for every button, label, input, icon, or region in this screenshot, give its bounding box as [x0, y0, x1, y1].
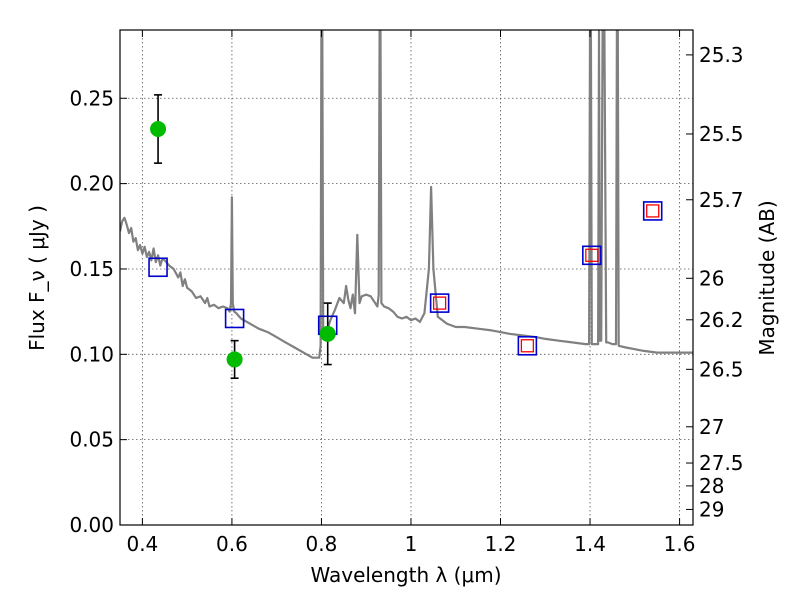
magnitude-tick-label: 25.3: [699, 43, 744, 67]
magnitude-tick-label: 29: [699, 497, 724, 521]
x-tick-label: 1: [405, 532, 418, 556]
y-tick-label: 0.20: [69, 172, 114, 196]
magnitude-tick-label: 28: [699, 474, 724, 498]
y-axis-left-label: Flux F_ν ( μJy ): [25, 205, 49, 351]
x-tick-label: 0.6: [216, 532, 248, 556]
x-tick-label: 1.4: [574, 532, 606, 556]
x-tick-label: 1.2: [485, 532, 517, 556]
x-axis-label: Wavelength λ (μm): [310, 563, 501, 587]
y-tick-label: 0.25: [69, 86, 114, 110]
magnitude-tick-label: 27: [699, 415, 724, 439]
x-tick-label: 1.6: [664, 532, 696, 556]
observed-flux-point: [319, 325, 336, 342]
synthetic-flux-box: [517, 335, 538, 356]
plot-frame: [119, 29, 694, 526]
model-flux-box: [520, 339, 535, 353]
synthetic-flux-box: [582, 245, 602, 266]
magnitude-tick-label: 26.2: [699, 308, 744, 332]
magnitude-tick-label: 25.5: [699, 122, 744, 146]
y-axis-right-label: Magnitude (AB): [755, 200, 779, 355]
synthetic-flux-box: [148, 257, 168, 278]
magnitude-tick-label: 25.7: [699, 188, 744, 212]
model-sed-line: [120, 30, 693, 359]
model-flux-box: [585, 248, 599, 262]
y-tick-label: 0.10: [69, 342, 114, 366]
observed-flux-point: [150, 121, 167, 137]
magnitude-tick-label: 26: [699, 266, 724, 290]
model-flux-box: [432, 296, 447, 310]
y-tick-label: 0.15: [69, 257, 114, 281]
axis-ticks: 0.4 0.6 0.8 1 1.2 1.4 1.6 0.00 0.05 0.10 0.15 0.20 0…: [69, 30, 744, 556]
synthetic-flux-box: [429, 293, 450, 313]
magnitude-tick-label: 26.5: [699, 357, 744, 381]
x-tick-label: 0.4: [126, 532, 158, 556]
y-tick-label: 0.00: [69, 513, 114, 537]
magnitude-tick-label: 27.5: [699, 451, 744, 475]
model-flux-box: [646, 204, 660, 218]
y-tick-label: 0.05: [69, 428, 114, 452]
x-tick-label: 0.8: [306, 532, 338, 556]
synthetic-flux-box: [224, 308, 245, 329]
observed-flux-point: [226, 351, 243, 368]
synthetic-flux-box: [642, 201, 663, 221]
model-sed-curve: [120, 30, 693, 359]
photometry-points: [148, 94, 663, 380]
